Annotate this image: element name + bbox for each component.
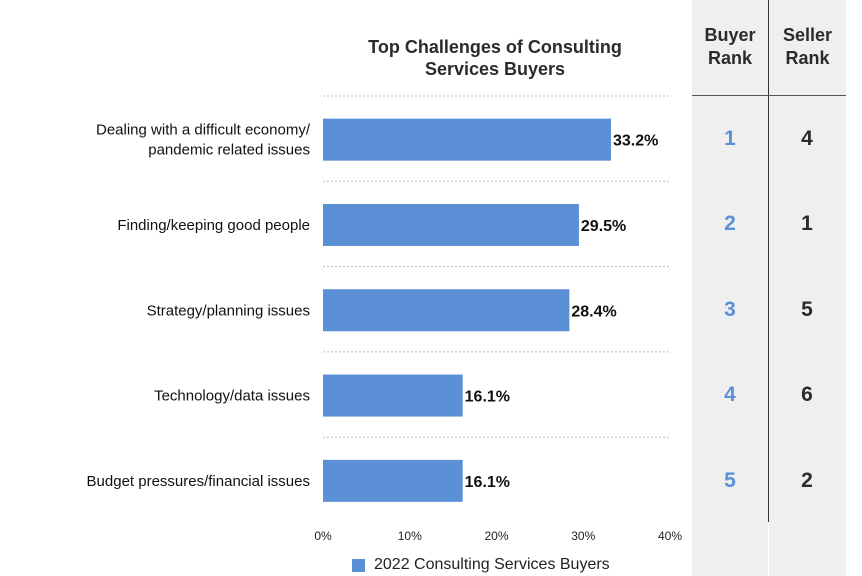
data-label: 33.2%	[613, 133, 658, 150]
seller-rank-value: 1	[801, 212, 813, 235]
category-label: Budget pressures/financial issues	[87, 473, 310, 490]
bar	[323, 374, 463, 417]
category-label: pandemic related issues	[148, 142, 310, 159]
buyer-rank-header-line-1: Buyer	[704, 25, 756, 45]
buyer-rank-value: 5	[724, 469, 736, 492]
x-tick-label: 40%	[658, 529, 682, 543]
rank-column-divider	[768, 0, 769, 522]
seller-rank-value: 6	[801, 383, 813, 406]
bar	[323, 203, 579, 246]
seller-rank-header-line-1: Seller	[782, 25, 833, 45]
data-label: 16.1%	[465, 389, 510, 406]
seller-rank-value: 4	[801, 127, 813, 150]
category-label: Technology/data issues	[154, 388, 310, 405]
bar	[323, 459, 463, 502]
seller-rank-value: 5	[801, 298, 813, 321]
buyer-rank-header: Buyer Rank	[692, 24, 768, 70]
x-tick-label: 20%	[484, 529, 508, 543]
data-label: 29.5%	[581, 218, 626, 235]
buyer-rank-value: 4	[724, 383, 736, 406]
seller-rank-header: Seller Rank	[769, 24, 846, 70]
buyer-rank-header-line-2: Rank	[707, 48, 752, 68]
x-tick-label: 10%	[398, 529, 422, 543]
seller-rank-column	[769, 0, 846, 576]
chart-title: Top Challenges of Consulting Services Bu…	[330, 36, 660, 80]
category-label: Finding/keeping good people	[117, 217, 310, 234]
data-label: 16.1%	[465, 474, 510, 491]
buyer-rank-value: 3	[724, 298, 736, 321]
buyer-rank-value: 1	[724, 127, 736, 150]
category-label: Dealing with a difficult economy/	[96, 122, 311, 139]
rank-header-divider	[692, 95, 846, 96]
chart-title-line-2: Services Buyers	[424, 59, 566, 79]
bar	[323, 118, 612, 161]
seller-rank-value: 2	[801, 469, 813, 492]
chart-title-line-1: Top Challenges of Consulting	[368, 37, 622, 57]
category-label: Strategy/planning issues	[147, 302, 310, 319]
x-tick-label: 0%	[314, 529, 332, 543]
x-tick-label: 30%	[571, 529, 595, 543]
buyer-rank-column	[692, 0, 768, 576]
legend-label: 2022 Consulting Services Buyers	[374, 556, 610, 573]
buyer-rank-value: 2	[724, 212, 736, 235]
legend-swatch	[352, 558, 365, 572]
data-label: 28.4%	[571, 303, 616, 320]
chart-legend: 2022 Consulting Services Buyers	[352, 555, 610, 575]
seller-rank-header-line-2: Rank	[785, 48, 830, 68]
bar	[323, 289, 570, 332]
